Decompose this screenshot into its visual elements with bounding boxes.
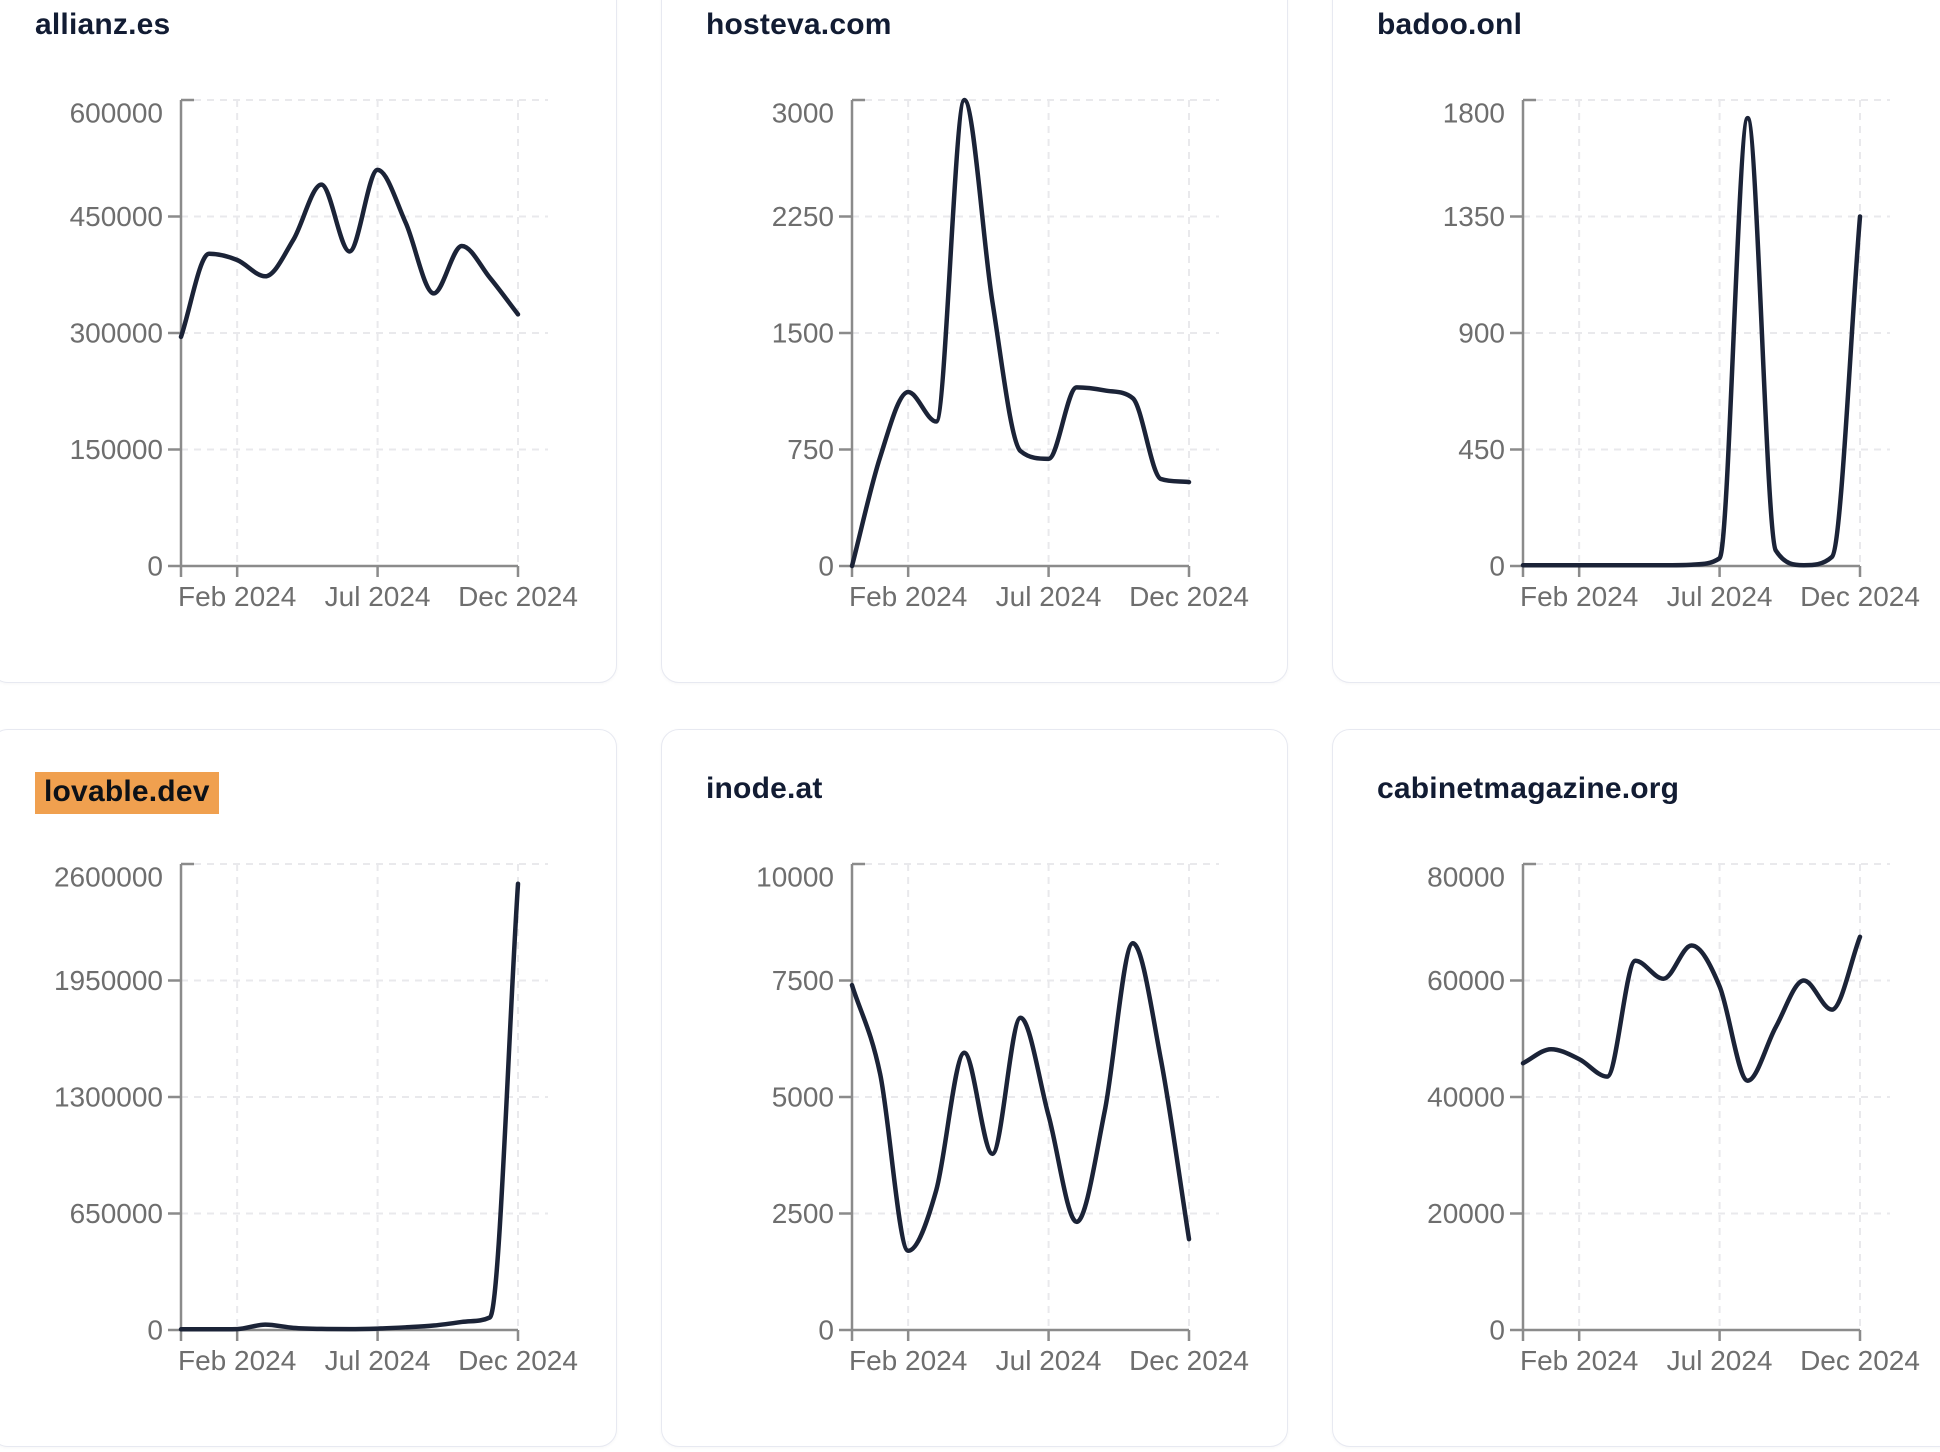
svg-text:150000: 150000 xyxy=(70,434,163,465)
svg-text:3000: 3000 xyxy=(772,98,834,129)
svg-text:0: 0 xyxy=(147,1315,163,1346)
chart-title: lovable.dev xyxy=(35,772,219,814)
chart-card-inode: inode.at 0 2500 5000 7500 10000 Feb 2024 Jul 2… xyxy=(661,729,1288,1447)
svg-text:0: 0 xyxy=(1489,1315,1505,1346)
svg-text:2250: 2250 xyxy=(772,201,834,232)
svg-text:1300000: 1300000 xyxy=(54,1082,163,1113)
line-chart: 0 450 900 1350 1800 Feb 2024 Jul 2024 Dec 2024 xyxy=(1443,98,1920,613)
chart-card-cabinetmagazine: cabinetmagazine.org 0 20000 40000 60000 8000… xyxy=(1332,729,1940,1447)
svg-text:0: 0 xyxy=(818,551,834,582)
svg-text:0: 0 xyxy=(818,1315,834,1346)
line-chart: 0 750 1500 2250 3000 Feb 2024 Jul 2024 Dec 2024 xyxy=(772,98,1249,613)
svg-text:Jul 2024: Jul 2024 xyxy=(1667,581,1773,612)
chart-title-text: inode.at xyxy=(706,772,823,805)
svg-text:Jul 2024: Jul 2024 xyxy=(1667,1345,1773,1376)
svg-text:60000: 60000 xyxy=(1427,965,1505,996)
chart-title-text: lovable.dev xyxy=(35,772,219,814)
svg-text:7500: 7500 xyxy=(772,965,834,996)
svg-text:600000: 600000 xyxy=(70,98,163,129)
chart-title-text: hosteva.com xyxy=(706,8,892,41)
svg-text:Jul 2024: Jul 2024 xyxy=(325,1345,431,1376)
svg-text:1800: 1800 xyxy=(1443,98,1505,129)
svg-text:10000: 10000 xyxy=(756,862,834,893)
svg-text:Dec 2024: Dec 2024 xyxy=(1800,581,1920,612)
svg-text:Feb 2024: Feb 2024 xyxy=(1520,581,1638,612)
line-chart: 0 150000 300000 450000 600000 Feb 2024 Jul 202… xyxy=(70,98,578,613)
svg-text:Jul 2024: Jul 2024 xyxy=(325,581,431,612)
chart-title: badoo.onl xyxy=(1377,8,1522,42)
svg-text:450: 450 xyxy=(1458,434,1505,465)
svg-text:Feb 2024: Feb 2024 xyxy=(849,1345,967,1376)
chart-card-badoo: badoo.onl 0 450 900 1350 1800 Feb 2024 Jul 202… xyxy=(1332,0,1940,683)
svg-text:Dec 2024: Dec 2024 xyxy=(458,581,578,612)
line-chart: 0 650000 1300000 1950000 2600000 Feb 2024 Jul … xyxy=(54,862,578,1377)
svg-text:Dec 2024: Dec 2024 xyxy=(1129,581,1249,612)
chart-title-text: badoo.onl xyxy=(1377,8,1523,41)
svg-text:Dec 2024: Dec 2024 xyxy=(1129,1345,1249,1376)
chart-title-text: cabinetmagazine.org xyxy=(1377,772,1680,805)
chart-card-hosteva: hosteva.com 0 750 1500 2250 3000 Feb 2024 Jul … xyxy=(661,0,1288,683)
chart-card-lovable: lovable.dev 0 650000 1300000 1950000 2600000… xyxy=(0,729,617,1447)
svg-text:20000: 20000 xyxy=(1427,1198,1505,1229)
svg-text:450000: 450000 xyxy=(70,201,163,232)
svg-text:Jul 2024: Jul 2024 xyxy=(996,1345,1102,1376)
svg-text:2600000: 2600000 xyxy=(54,862,163,893)
svg-text:1950000: 1950000 xyxy=(54,965,163,996)
svg-text:Dec 2024: Dec 2024 xyxy=(458,1345,578,1376)
svg-text:0: 0 xyxy=(1489,551,1505,582)
svg-text:40000: 40000 xyxy=(1427,1082,1505,1113)
svg-text:Feb 2024: Feb 2024 xyxy=(849,581,967,612)
svg-text:300000: 300000 xyxy=(70,318,163,349)
svg-text:1350: 1350 xyxy=(1443,201,1505,232)
chart-title: allianz.es xyxy=(35,8,170,42)
chart-title: cabinetmagazine.org xyxy=(1377,772,1679,806)
chart-title: hosteva.com xyxy=(706,8,892,42)
svg-text:2500: 2500 xyxy=(772,1198,834,1229)
line-chart: 0 20000 40000 60000 80000 Feb 2024 Jul 2024 Dec… xyxy=(1427,862,1920,1377)
svg-text:900: 900 xyxy=(1458,318,1505,349)
svg-text:Feb 2024: Feb 2024 xyxy=(1520,1345,1638,1376)
svg-text:1500: 1500 xyxy=(772,318,834,349)
chart-card-allianz: allianz.es 0 150000 300000 450000 600000 Feb … xyxy=(0,0,617,683)
svg-text:Feb 2024: Feb 2024 xyxy=(178,1345,296,1376)
svg-text:Dec 2024: Dec 2024 xyxy=(1800,1345,1920,1376)
svg-text:0: 0 xyxy=(147,551,163,582)
chart-title: inode.at xyxy=(706,772,823,806)
svg-text:650000: 650000 xyxy=(70,1198,163,1229)
svg-text:Jul 2024: Jul 2024 xyxy=(996,581,1102,612)
line-chart: 0 2500 5000 7500 10000 Feb 2024 Jul 2024 Dec 20… xyxy=(756,862,1249,1377)
svg-text:5000: 5000 xyxy=(772,1082,834,1113)
chart-title-text: allianz.es xyxy=(35,8,171,41)
svg-text:Feb 2024: Feb 2024 xyxy=(178,581,296,612)
svg-text:750: 750 xyxy=(787,434,834,465)
svg-text:80000: 80000 xyxy=(1427,862,1505,893)
